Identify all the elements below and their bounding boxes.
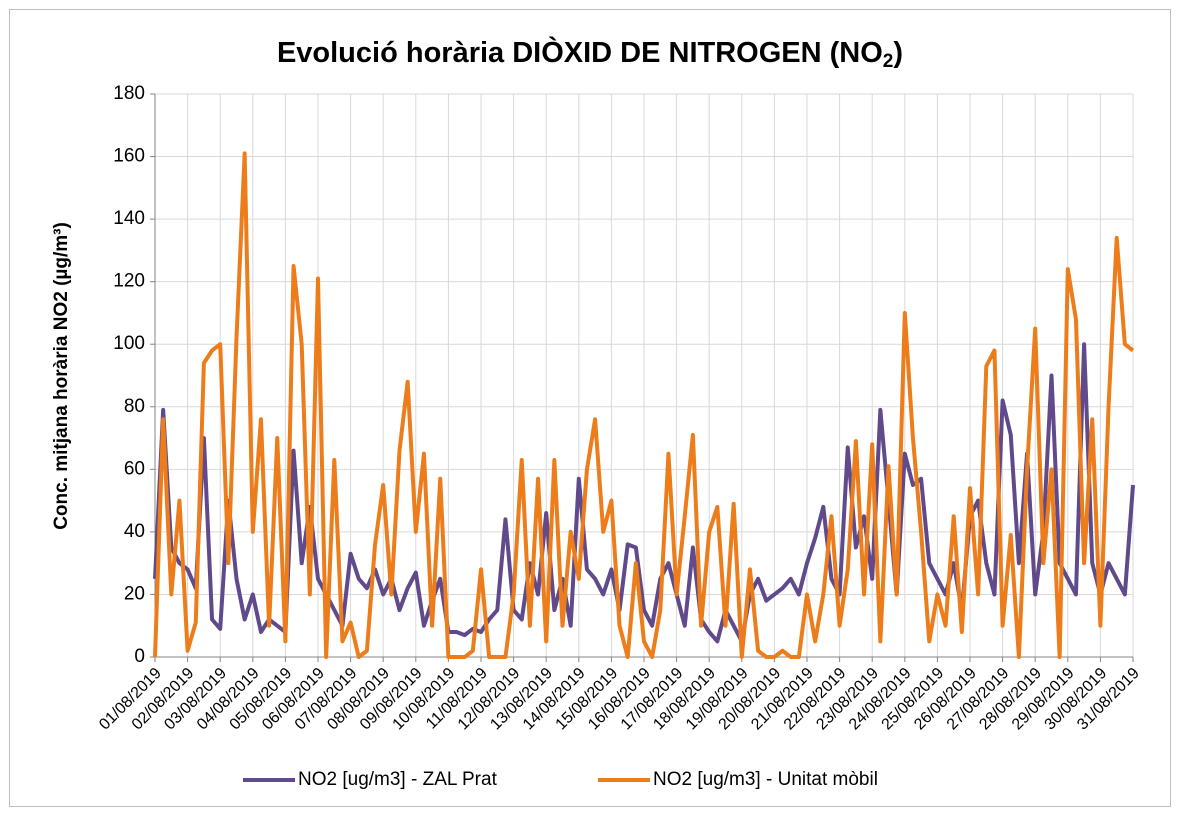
- legend-label: NO2 [ug/m3] - ZAL Prat: [298, 769, 498, 790]
- y-tick-label: 160: [113, 146, 145, 167]
- y-tick-label: 80: [124, 396, 145, 417]
- y-tick-label: 120: [113, 271, 145, 292]
- y-tick-label: 40: [124, 521, 145, 542]
- y-tick-label: 20: [124, 583, 145, 604]
- y-tick-label: 180: [113, 83, 145, 104]
- title-main: Evolució horària DIÒXID DE NITROGEN (NO: [277, 35, 883, 69]
- title-end: ): [893, 37, 903, 69]
- y-tick-label: 60: [124, 458, 145, 479]
- chart-title: Evolució horària DIÒXID DE NITROGEN (NO2…: [277, 35, 903, 72]
- y-tick-label: 0: [134, 646, 145, 667]
- series-line: [153, 151, 1135, 659]
- title-subscript: 2: [883, 51, 894, 72]
- y-tick-label: 100: [113, 333, 145, 354]
- y-axis-label: Conc. mitjana horària NO2 (µg/m³): [51, 222, 72, 530]
- legend-label: NO2 [ug/m3] - Unitat mòbil: [653, 769, 878, 790]
- y-tick-label: 140: [113, 208, 145, 229]
